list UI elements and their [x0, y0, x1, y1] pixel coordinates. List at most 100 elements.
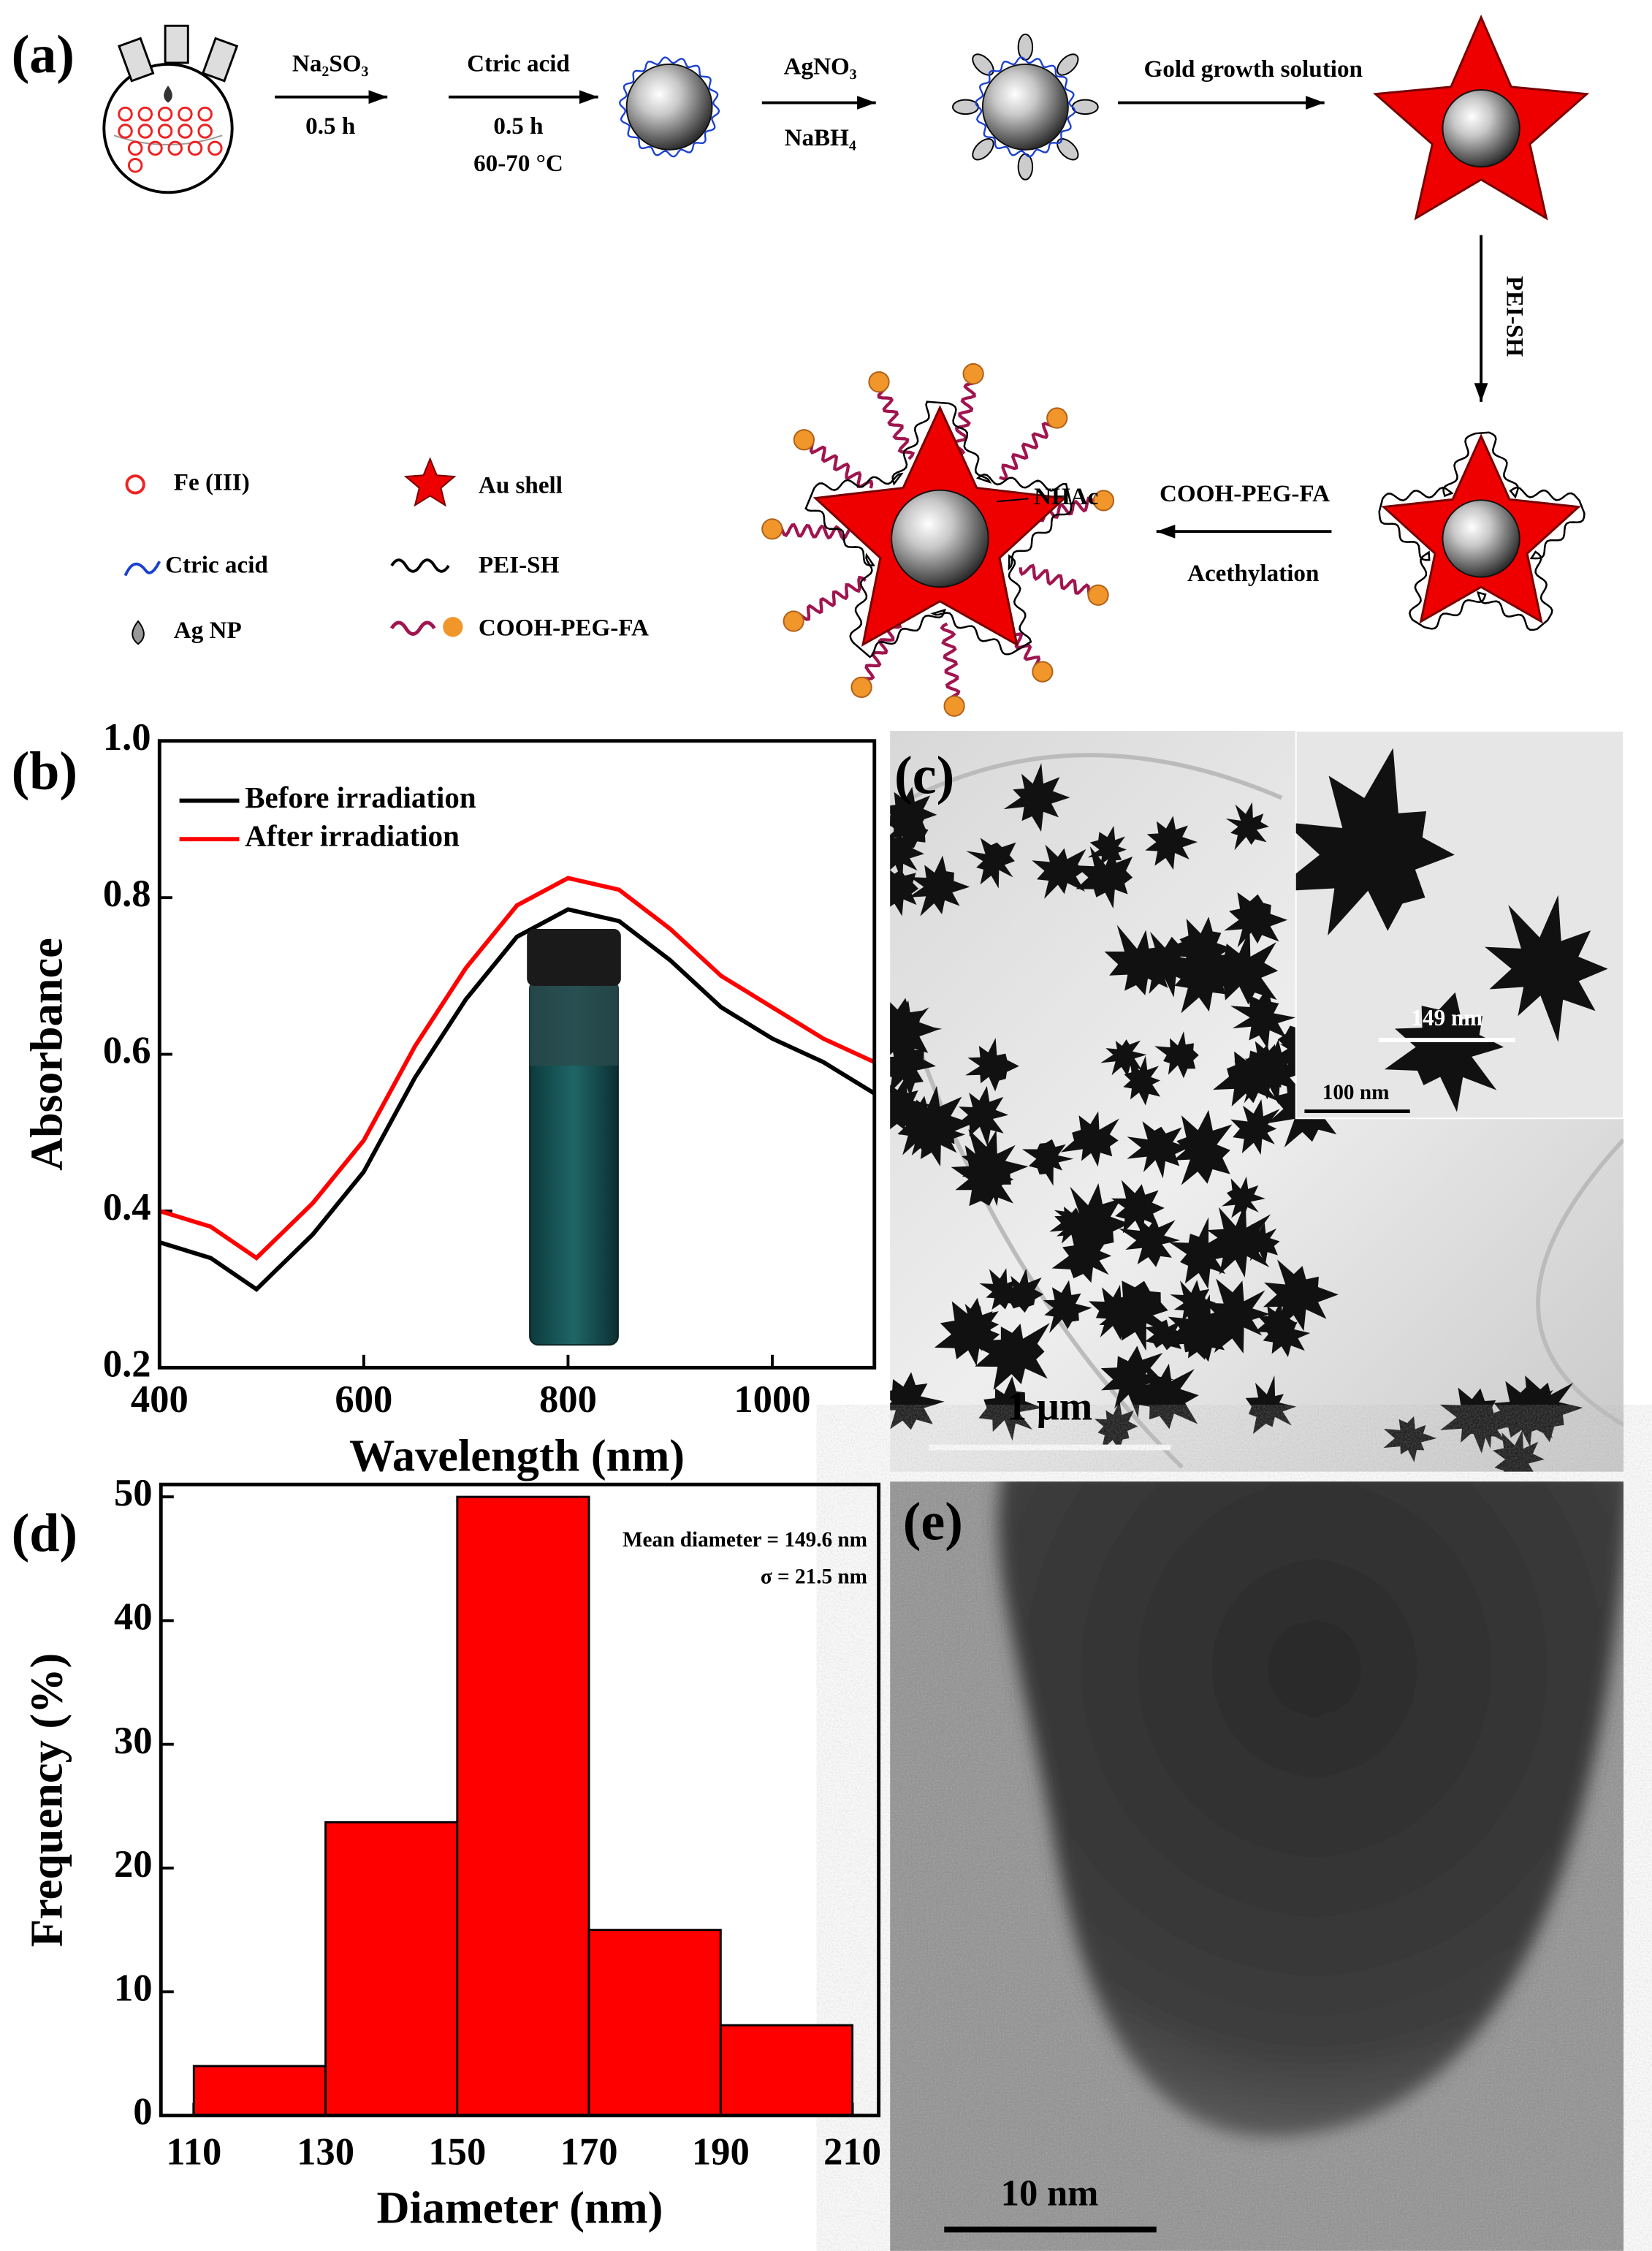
particle — [1145, 816, 1198, 870]
legend-ag — [132, 620, 145, 645]
legend-label: Au shell — [479, 471, 563, 498]
particle — [1493, 1430, 1545, 1472]
condition: 0.5 h — [493, 113, 543, 140]
ag-seed — [1017, 153, 1034, 181]
particle — [890, 835, 924, 882]
legend-fe — [125, 474, 145, 495]
particle — [965, 1038, 1019, 1092]
particle — [890, 1036, 936, 1096]
x-tick-label: 210 — [823, 2130, 881, 2173]
particle — [1485, 895, 1608, 1042]
particle — [966, 838, 1016, 889]
x-axis-label: Wavelength (nm) — [349, 1430, 685, 1481]
vial-glass — [530, 980, 618, 1066]
citrate-coat — [619, 56, 720, 158]
panel-label: (b) — [12, 741, 78, 801]
legend-label: Ag NP — [174, 617, 242, 644]
x-tick-label: 130 — [297, 2130, 354, 2173]
folate — [850, 676, 872, 698]
annotation: σ = 21.5 nm — [761, 1565, 867, 1589]
y-tick-label: 0.4 — [103, 1186, 151, 1229]
ag-seed — [951, 99, 980, 115]
particle — [951, 1145, 1014, 1207]
folate — [1092, 490, 1115, 512]
reagent: PEI-SH — [1501, 276, 1528, 357]
scale-bar-label: 10 nm — [1001, 2172, 1099, 2213]
particle — [1233, 1044, 1295, 1104]
measure-label: 149 nm — [1411, 1005, 1482, 1030]
particle — [1021, 1139, 1074, 1186]
fe-ion — [157, 106, 173, 122]
particle — [896, 1096, 948, 1155]
x-tick-label: 800 — [539, 1378, 597, 1421]
legend-label: Before irradiation — [245, 781, 476, 814]
core — [1442, 499, 1520, 578]
reagent: COOH-PEG-FA — [1160, 480, 1330, 507]
y-tick-label: 0.2 — [103, 1343, 151, 1385]
arrow-head — [857, 96, 876, 110]
ag-seed — [1057, 138, 1079, 161]
image-labels: 149 nm 100 nm 1 μm 10 nm — [1001, 1005, 1483, 2213]
y-tick-label: 0.8 — [103, 873, 151, 915]
particle — [1100, 1039, 1147, 1077]
peg-chain — [862, 612, 902, 680]
y-tick-label: 10 — [114, 1967, 153, 2009]
core — [625, 63, 713, 151]
scale-bar-label: 100 nm — [1322, 1081, 1390, 1104]
particle — [1111, 1180, 1165, 1234]
annotation: Mean diameter = 149.6 nm — [623, 1528, 867, 1552]
ag-seed — [1071, 99, 1099, 115]
folate — [1032, 661, 1054, 683]
legend-folate — [443, 617, 463, 637]
y-tick-label: 40 — [114, 1595, 153, 1638]
particle — [1173, 1109, 1233, 1185]
particle — [890, 869, 918, 916]
fe-ion — [137, 124, 153, 139]
particle — [1383, 1416, 1437, 1462]
bar — [192, 2065, 327, 2117]
fe-ion — [178, 124, 193, 139]
folate — [943, 695, 965, 717]
particle — [890, 806, 929, 851]
legend-label: Ctric acid — [165, 552, 268, 579]
ag-seed — [972, 53, 994, 76]
ag-seed — [972, 138, 994, 161]
drop — [164, 86, 172, 103]
folate — [1087, 584, 1109, 606]
y-axis-label: Frequency (%) — [21, 1653, 72, 1947]
fe-ion — [167, 140, 183, 156]
particle — [1051, 1226, 1112, 1283]
peg-chain — [779, 523, 856, 542]
nhac-label: NHAc — [1034, 483, 1098, 510]
folate — [761, 518, 783, 540]
particle — [1133, 931, 1204, 998]
flask-neck — [164, 24, 189, 64]
legend-label: Fe (III) — [174, 468, 250, 496]
legend-label: COOH-PEG-FA — [479, 614, 649, 641]
particle — [1263, 1310, 1311, 1357]
peg-chain — [999, 422, 1054, 481]
fe-ion — [137, 106, 153, 122]
particle — [1054, 1183, 1130, 1253]
series-line — [159, 907, 876, 1292]
pei-sh-coat — [804, 401, 1073, 658]
folate — [793, 429, 815, 451]
flask-liquid-line — [113, 134, 223, 145]
condition: NaBH₄ — [785, 124, 856, 151]
particle — [1094, 1400, 1138, 1451]
fe-ion — [157, 124, 173, 139]
folate — [868, 371, 890, 393]
legend-label: After irradiation — [245, 820, 460, 853]
condition: Acethylation — [1187, 560, 1319, 587]
bar — [587, 1929, 722, 2117]
arrow-head — [579, 90, 598, 105]
flask-neck — [118, 37, 155, 83]
arrow-head — [368, 90, 388, 105]
fe-ion — [197, 106, 213, 122]
particle — [1230, 987, 1296, 1049]
citrate-coat — [975, 56, 1076, 158]
y-tick-label: 0 — [133, 2091, 152, 2133]
frame — [159, 1482, 881, 2118]
bar — [324, 1821, 459, 2117]
arrow-head — [1156, 524, 1176, 539]
